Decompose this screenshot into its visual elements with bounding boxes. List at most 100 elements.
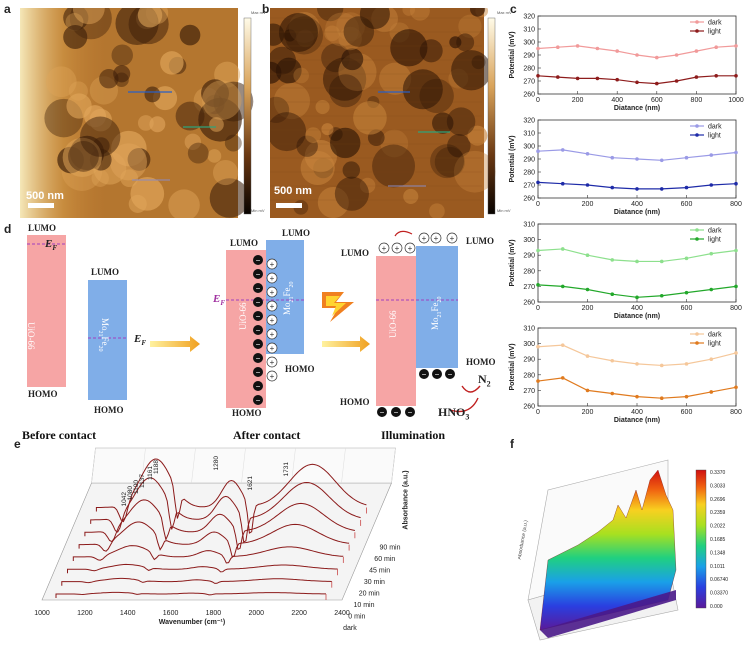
data-point xyxy=(659,363,664,368)
legend-marker xyxy=(695,237,699,241)
colorbar-tick-label: 0.2022 xyxy=(710,524,726,530)
caption-after-contact: After contact xyxy=(233,428,301,442)
y-tick-label: 290 xyxy=(523,157,535,164)
y-axis-label: Potential (mV) xyxy=(509,31,516,78)
mof-label-2: Mo21Fe20 xyxy=(282,281,295,315)
y-axis-label: Absorbance (a.u.) xyxy=(403,470,410,529)
peak-label: 1042 xyxy=(121,492,128,507)
data-point xyxy=(595,46,600,51)
uio66-label-1: UiO-66 xyxy=(26,322,36,350)
data-point xyxy=(536,379,540,383)
lumo-label-1: LUMO xyxy=(28,223,56,233)
data-point xyxy=(659,187,664,191)
x-axis-label: Diatance (nm) xyxy=(614,313,660,320)
y-axis-label: Potential (mV) xyxy=(509,343,516,390)
series-label: 10 min xyxy=(354,602,375,609)
hole-sign: + xyxy=(422,234,427,243)
hole-dot xyxy=(378,242,390,254)
legend-label: light xyxy=(708,133,721,140)
x-tick-label: 400 xyxy=(611,97,623,104)
colorbar-tick-label: 0.1011 xyxy=(710,564,725,570)
legend-label: light xyxy=(708,237,721,244)
data-point xyxy=(659,293,664,298)
n2-label: N2 xyxy=(478,372,491,389)
colorbar-tick-label: 0.1685 xyxy=(710,537,726,543)
y-tick-label: 300 xyxy=(523,144,535,151)
peak-label: 1161 xyxy=(147,466,154,480)
series-line-60-min xyxy=(90,477,361,543)
data-point xyxy=(734,284,738,289)
panel-label-c: c xyxy=(510,2,517,16)
lumo-label-6: LUMO xyxy=(466,236,494,246)
x-tick-label: 400 xyxy=(631,305,643,312)
x-tick-label: 1000 xyxy=(728,97,744,104)
x-tick-label: 600 xyxy=(681,409,693,416)
data-point xyxy=(709,390,714,394)
legend-label: dark xyxy=(708,228,722,235)
y-tick-label: 310 xyxy=(523,131,535,138)
hole-sign: + xyxy=(270,344,275,353)
electron-sign: − xyxy=(408,408,413,417)
colorbar-min-a: Min mV xyxy=(251,208,265,213)
electron-sign: − xyxy=(256,382,261,391)
band-diagram: − +− +− +− +− +− +− +− +− +−− + + ++ + +− − −− − − xyxy=(27,230,481,417)
electron-dot xyxy=(253,283,263,293)
data-point xyxy=(610,292,615,297)
kpfm-chart-3: 260 270 280 290 300 310 0 200 400 600 800 Diatance … xyxy=(509,222,742,321)
colorbar-tick-label: 0.3033 xyxy=(710,483,726,489)
series-label: 60 min xyxy=(374,556,395,563)
electron-dot xyxy=(253,367,263,377)
data-point xyxy=(684,185,689,190)
hole-dot xyxy=(446,232,458,244)
electron-dot xyxy=(253,381,263,391)
data-point xyxy=(734,150,738,155)
data-point xyxy=(536,344,540,349)
y-tick-label: 290 xyxy=(523,253,535,260)
mof-band-illum xyxy=(416,246,458,368)
legend-label: light xyxy=(708,341,721,348)
electron-sign: − xyxy=(435,370,440,379)
electron-dot xyxy=(253,395,263,405)
homo-label-2: HOMO xyxy=(94,405,124,415)
x-tick-label: 200 xyxy=(582,409,594,416)
hole-sign: + xyxy=(382,244,387,253)
peak-label: 1280 xyxy=(213,456,220,471)
data-point xyxy=(575,44,580,48)
series-line-45-min xyxy=(84,499,356,551)
hole-sign: + xyxy=(270,274,275,283)
electron-dot xyxy=(253,311,263,321)
data-point xyxy=(585,388,590,393)
panel-label-b: b xyxy=(262,2,270,16)
y-tick-label: 260 xyxy=(523,196,535,203)
data-point xyxy=(536,283,540,287)
data-point xyxy=(709,183,714,187)
legend-label: light xyxy=(708,29,721,36)
data-point xyxy=(694,49,699,53)
x-tick-label: 0 xyxy=(536,305,540,312)
data-point xyxy=(674,53,679,57)
electron-sign: − xyxy=(256,270,261,279)
data-point xyxy=(734,44,738,48)
peak-label: 1188 xyxy=(153,460,160,474)
electron-sign: − xyxy=(422,370,427,379)
kpfm-line-charts: 260 270 280 290 300 310 320 0 200 400 600 800 1000 Di… xyxy=(509,14,744,425)
uio66-label-2: UiO-66 xyxy=(238,302,248,331)
lumo-label-2: LUMO xyxy=(91,267,119,277)
hole-dot xyxy=(266,314,278,326)
data-point xyxy=(560,181,565,186)
data-point xyxy=(635,53,639,57)
data-point xyxy=(556,45,560,49)
hole-dot xyxy=(404,242,416,254)
data-point xyxy=(684,362,689,366)
data-point xyxy=(585,152,590,156)
electron-sign: − xyxy=(448,370,453,379)
electron-dot xyxy=(377,407,387,417)
electron-dot xyxy=(253,297,263,307)
y-tick-label: 270 xyxy=(523,79,535,86)
data-point xyxy=(734,351,738,355)
hole-sign: + xyxy=(270,302,275,311)
data-point xyxy=(536,248,540,253)
data-point xyxy=(684,256,689,261)
caption-illumination: Illumination xyxy=(381,428,446,442)
hole-dot xyxy=(266,370,278,382)
